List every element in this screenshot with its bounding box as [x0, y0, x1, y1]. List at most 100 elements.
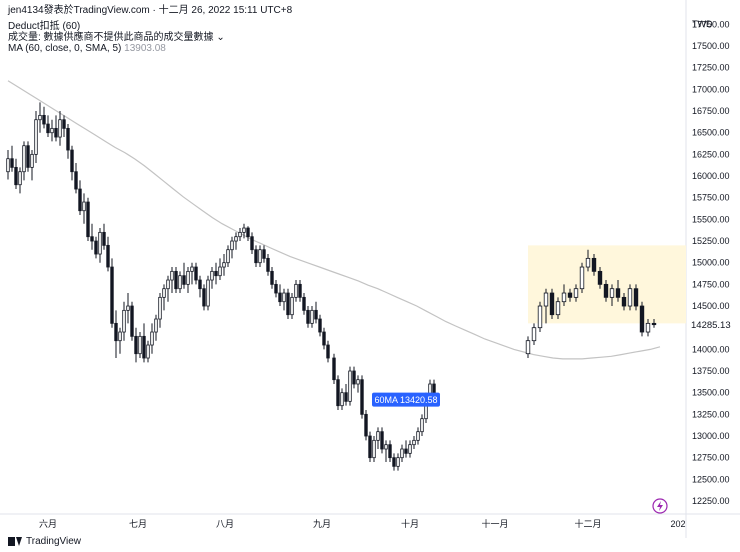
- candle: [388, 440, 392, 463]
- candle: [226, 245, 230, 268]
- candle: [98, 228, 102, 263]
- candle: [142, 323, 146, 363]
- candle-body: [380, 431, 384, 450]
- candle: [66, 124, 70, 159]
- candle: [230, 236, 234, 259]
- candle: [138, 332, 142, 359]
- candle: [150, 323, 154, 354]
- candle: [627, 284, 633, 311]
- y-tick-label: 14750.00: [692, 279, 730, 289]
- candle-body: [549, 292, 555, 316]
- last-price-tag-bg: [687, 317, 740, 332]
- candle: [412, 436, 416, 450]
- candle-body: [603, 283, 609, 298]
- candle: [86, 197, 90, 242]
- volume-legend-text: 成交量: 數據供應商不提供此商品的成交量數據: [8, 32, 214, 43]
- candle-body: [22, 145, 26, 173]
- candle-body: [250, 236, 254, 251]
- candle-body: [34, 119, 38, 155]
- candle: [537, 301, 543, 333]
- candle: [154, 314, 158, 341]
- candle-body: [18, 171, 22, 186]
- candle: [392, 453, 396, 471]
- candle: [639, 301, 645, 337]
- candle: [218, 258, 222, 281]
- candle-body: [50, 127, 54, 134]
- y-tick-label: 12250.00: [692, 496, 730, 506]
- candle-body: [150, 331, 154, 346]
- tradingview-logo-icon: [8, 537, 22, 546]
- candle: [396, 453, 400, 471]
- candle-body: [408, 444, 412, 454]
- candle: [258, 245, 262, 268]
- candle-body: [102, 231, 106, 246]
- y-tick-label: 15500.00: [692, 214, 730, 224]
- candle-body: [138, 335, 142, 355]
- candle: [110, 258, 114, 328]
- candle-body: [106, 244, 110, 268]
- candle: [82, 193, 86, 224]
- candle: [290, 293, 294, 320]
- currency-label: TWD: [692, 19, 713, 29]
- y-tick-label: 16250.00: [692, 149, 730, 159]
- candle-body: [58, 119, 62, 138]
- ma-deduct-label: 60MA 13420.58: [372, 392, 440, 407]
- candle-body: [246, 227, 250, 238]
- candle: [222, 254, 226, 276]
- candle-body: [400, 448, 404, 459]
- candle-body: [210, 270, 214, 281]
- chevron-down-icon[interactable]: ⌄: [216, 32, 225, 43]
- candle-body: [368, 435, 372, 459]
- candle-body: [14, 166, 18, 186]
- candle-body: [310, 309, 314, 324]
- candle: [70, 145, 74, 181]
- candle-body: [384, 444, 388, 450]
- candle: [567, 288, 573, 302]
- candle: [531, 323, 537, 346]
- candle-body: [336, 379, 340, 407]
- candle-body: [226, 249, 230, 264]
- candle: [186, 267, 190, 294]
- candle-body: [344, 392, 348, 402]
- candle: [126, 293, 130, 324]
- candle: [591, 254, 597, 276]
- candle-body: [62, 119, 66, 129]
- candle: [404, 440, 408, 458]
- deduct-indicator-legend[interactable]: Deduct扣抵 (60): [8, 21, 81, 32]
- volume-indicator-legend[interactable]: 成交量: 數據供應商不提供此商品的成交量數據 ⌄: [8, 32, 225, 44]
- x-tick-label: 七月: [129, 519, 147, 529]
- x-tick-label: 十月: [401, 518, 419, 529]
- candle: [597, 267, 603, 289]
- candle: [376, 427, 380, 450]
- x-tick-label: 202: [670, 519, 685, 529]
- candle: [174, 267, 178, 294]
- ma-indicator-legend[interactable]: MA (60, close, 0, SMA, 5) 13903.08: [8, 43, 166, 55]
- y-tick-label: 14000.00: [692, 344, 730, 354]
- candle-body: [118, 331, 122, 342]
- candle: [234, 232, 238, 250]
- candle: [162, 284, 166, 311]
- candle-body: [154, 318, 158, 333]
- candle: [420, 414, 424, 437]
- candle-body: [360, 379, 364, 415]
- candle: [609, 284, 615, 307]
- candle-body: [404, 448, 408, 454]
- candle: [190, 262, 194, 285]
- candle: [26, 141, 30, 172]
- candle-body: [412, 439, 416, 446]
- y-tick-label: 12750.00: [692, 453, 730, 463]
- candle: [50, 119, 54, 142]
- candle: [278, 284, 282, 307]
- ma-legend-value: 13903.08: [124, 43, 166, 54]
- candle-body: [420, 418, 424, 433]
- candle: [74, 163, 78, 194]
- candle-body: [94, 240, 98, 255]
- candle: [134, 327, 138, 363]
- candle: [585, 249, 591, 272]
- alert-lightning-icon[interactable]: [652, 498, 668, 514]
- y-tick-label: 13000.00: [692, 431, 730, 441]
- candle: [62, 115, 66, 138]
- candle: [30, 150, 34, 181]
- candle-body: [651, 322, 657, 326]
